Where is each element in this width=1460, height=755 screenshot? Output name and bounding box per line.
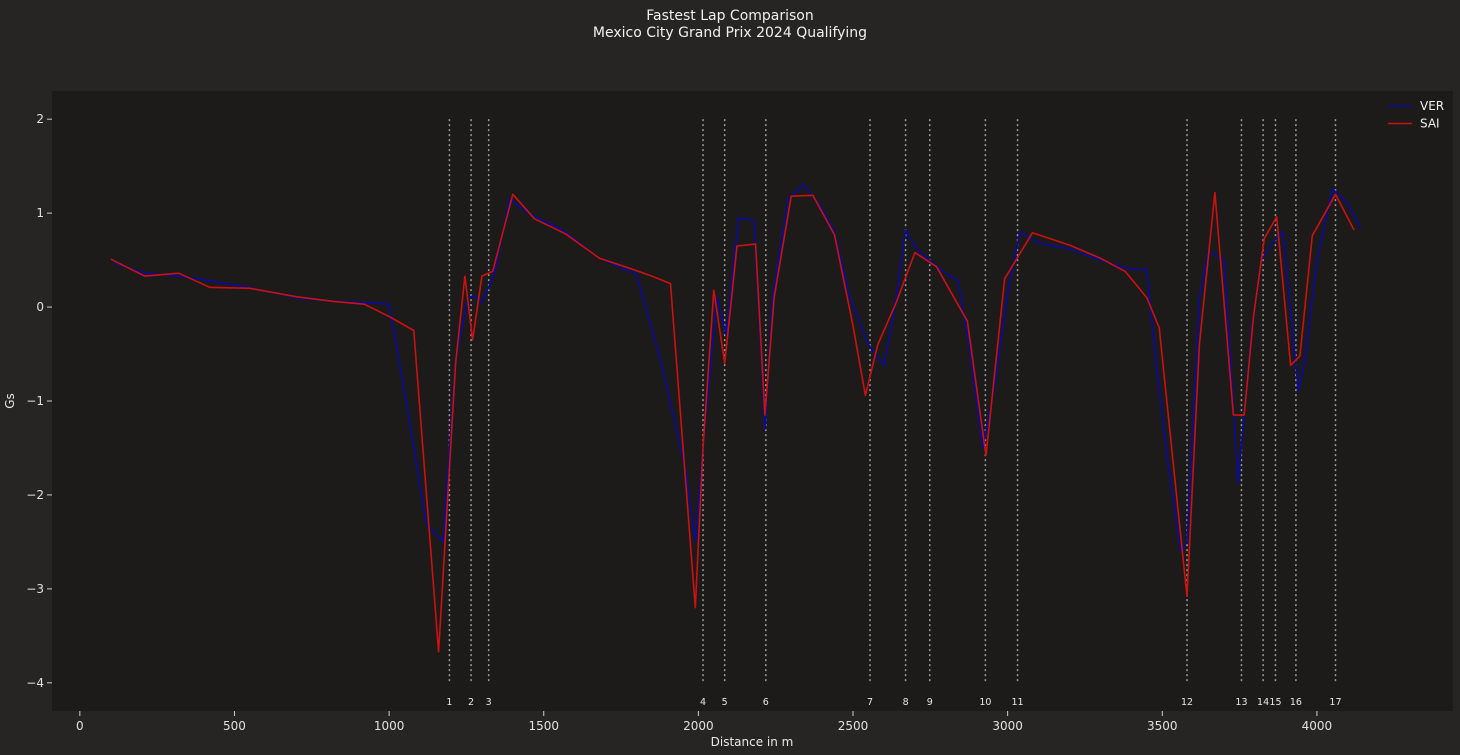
corner-label: 14 xyxy=(1257,697,1269,708)
corner-label: 1 xyxy=(446,697,452,708)
corner-label: 4 xyxy=(700,697,706,708)
series-lines xyxy=(110,184,1361,653)
corner-label: 8 xyxy=(903,697,909,708)
corner-label: 7 xyxy=(867,697,873,708)
y-tick-label: −2 xyxy=(26,488,44,502)
axes: 0 500 1000 1500 2000 2500 3000 3500 4000 −4 −3 −2 −1… xyxy=(26,112,1332,733)
corner-label: 16 xyxy=(1290,697,1302,708)
y-tick-label: −3 xyxy=(26,582,44,596)
x-tick-label: 2000 xyxy=(683,719,714,733)
y-tick-label: −1 xyxy=(26,394,44,408)
x-tick-label: 1500 xyxy=(528,719,559,733)
corner-label: 11 xyxy=(1011,697,1023,708)
x-axis-label: Distance in m xyxy=(711,735,794,749)
x-tick-label: 3000 xyxy=(992,719,1023,733)
x-tick-label: 500 xyxy=(223,719,246,733)
corner-label: 13 xyxy=(1235,697,1247,708)
legend-label: VER xyxy=(1420,99,1444,113)
corner-label: 6 xyxy=(763,697,769,708)
corner-label: 15 xyxy=(1269,697,1281,708)
y-tick-label: −4 xyxy=(26,676,44,690)
x-tick-label: 1000 xyxy=(374,719,405,733)
corner-markers: 1 2 3 4 5 6 7 8 9 10 11 12 13 14 15 16 17 xyxy=(446,119,1342,708)
corner-label: 3 xyxy=(486,697,492,708)
corner-label: 2 xyxy=(468,697,474,708)
legend: VER SAI xyxy=(1388,99,1444,131)
y-tick-label: 0 xyxy=(36,300,44,314)
chart-title: Fastest Lap Comparison xyxy=(646,8,814,24)
y-tick-label: 2 xyxy=(36,112,44,126)
corner-label: 5 xyxy=(722,697,728,708)
legend-label: SAI xyxy=(1420,117,1440,131)
corner-label: 12 xyxy=(1181,697,1193,708)
x-tick-label: 4000 xyxy=(1302,719,1333,733)
chart-subtitle: Mexico City Grand Prix 2024 Qualifying xyxy=(593,25,867,41)
x-tick-label: 0 xyxy=(76,719,84,733)
corner-label: 9 xyxy=(927,697,933,708)
series-line-sai xyxy=(110,191,1355,653)
x-tick-label: 3500 xyxy=(1147,719,1178,733)
corner-label: 17 xyxy=(1329,697,1341,708)
corner-label: 10 xyxy=(979,697,991,708)
plot-area xyxy=(52,91,1453,711)
y-tick-label: 1 xyxy=(36,206,44,220)
y-axis-label: Gs xyxy=(3,393,17,409)
x-tick-label: 2500 xyxy=(838,719,869,733)
